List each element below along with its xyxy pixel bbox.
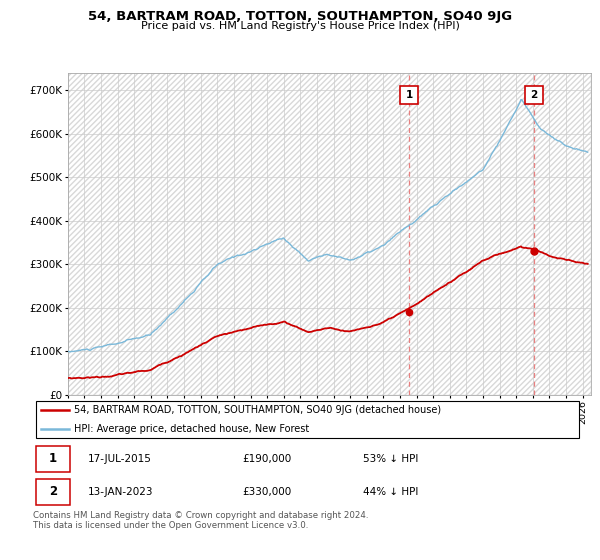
Text: 2: 2 xyxy=(530,90,537,100)
Text: 1: 1 xyxy=(49,452,57,465)
Text: 54, BARTRAM ROAD, TOTTON, SOUTHAMPTON, SO40 9JG: 54, BARTRAM ROAD, TOTTON, SOUTHAMPTON, S… xyxy=(88,10,512,23)
Text: £190,000: £190,000 xyxy=(242,454,291,464)
Text: £330,000: £330,000 xyxy=(242,487,291,497)
Text: 2: 2 xyxy=(49,486,57,498)
Text: 44% ↓ HPI: 44% ↓ HPI xyxy=(363,487,418,497)
Text: 53% ↓ HPI: 53% ↓ HPI xyxy=(363,454,418,464)
Text: 17-JUL-2015: 17-JUL-2015 xyxy=(88,454,152,464)
Text: 1: 1 xyxy=(406,90,413,100)
Text: Contains HM Land Registry data © Crown copyright and database right 2024.
This d: Contains HM Land Registry data © Crown c… xyxy=(33,511,368,530)
FancyBboxPatch shape xyxy=(36,446,70,472)
Text: Price paid vs. HM Land Registry's House Price Index (HPI): Price paid vs. HM Land Registry's House … xyxy=(140,21,460,31)
FancyBboxPatch shape xyxy=(36,479,70,505)
Text: 13-JAN-2023: 13-JAN-2023 xyxy=(88,487,154,497)
Text: 54, BARTRAM ROAD, TOTTON, SOUTHAMPTON, SO40 9JG (detached house): 54, BARTRAM ROAD, TOTTON, SOUTHAMPTON, S… xyxy=(74,405,442,415)
FancyBboxPatch shape xyxy=(36,401,579,438)
Text: HPI: Average price, detached house, New Forest: HPI: Average price, detached house, New … xyxy=(74,424,310,433)
